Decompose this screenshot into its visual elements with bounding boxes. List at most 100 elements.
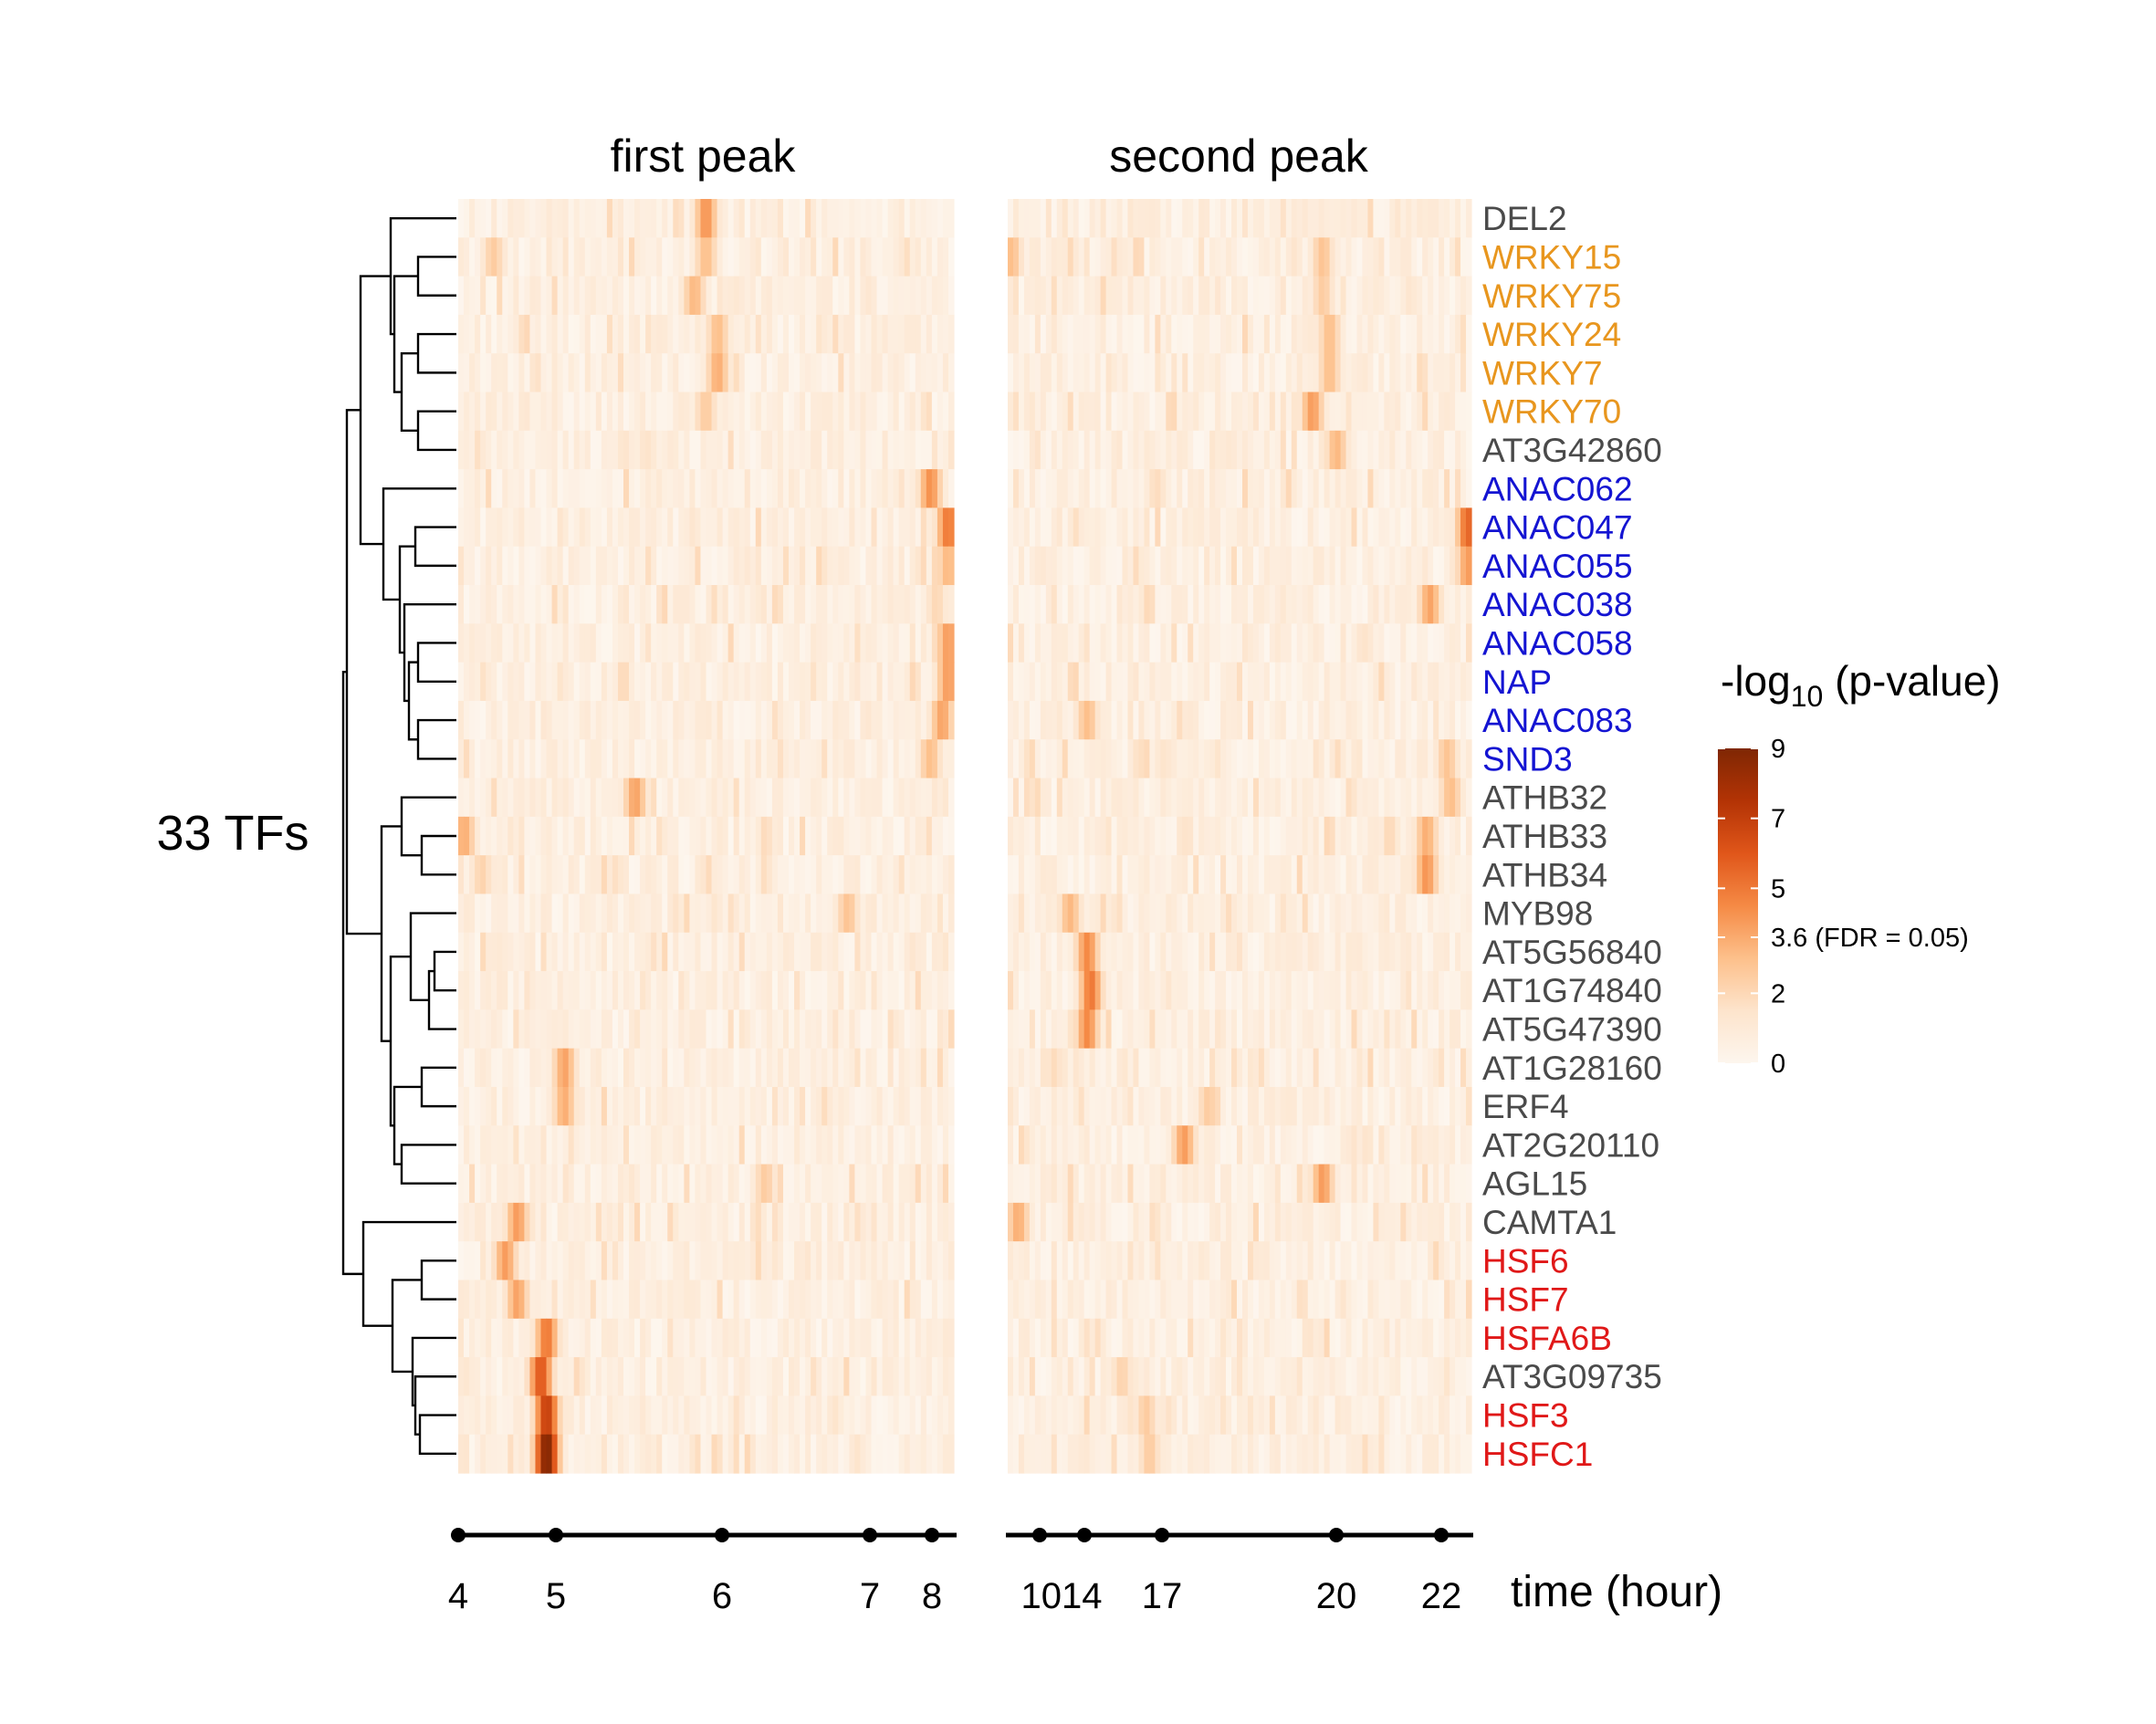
heatmap-cell (1018, 546, 1025, 586)
heatmap-cell (738, 1202, 746, 1242)
heatmap-cell (744, 1395, 751, 1436)
heatmap-cell (1384, 507, 1390, 548)
heatmap-cell (893, 1086, 900, 1126)
heatmap-cell (1367, 893, 1375, 934)
heatmap-cell (1171, 1048, 1177, 1088)
heatmap-cell (1307, 855, 1314, 895)
heatmap-cell (744, 1086, 751, 1126)
heatmap-cell (540, 700, 548, 740)
heatmap-cell (1062, 507, 1069, 548)
heatmap-cell (860, 1395, 867, 1436)
heatmap-cell (612, 1048, 619, 1088)
heatmap-cell (727, 893, 735, 934)
heatmap-cell (1241, 237, 1249, 277)
heatmap-cell (1144, 1009, 1150, 1050)
heatmap-cell (1056, 276, 1063, 316)
heatmap-cell (1367, 1009, 1375, 1050)
heatmap-cell (1351, 739, 1358, 779)
heatmap-cell (678, 1280, 685, 1320)
heatmap-cell (1411, 430, 1418, 470)
heatmap-cell (1144, 1048, 1150, 1088)
heatmap-cell (1313, 585, 1320, 624)
heatmap-cell (1083, 855, 1091, 895)
heatmap-cell (1204, 816, 1210, 856)
heatmap-cell (827, 1241, 833, 1281)
heatmap-cell (1422, 623, 1429, 663)
heatmap-cell (557, 662, 564, 702)
heatmap-cell (898, 199, 905, 238)
heatmap-cell (590, 1125, 597, 1165)
heatmap-cell (640, 314, 646, 354)
heatmap-cell (722, 1125, 729, 1165)
heatmap-cell (926, 314, 933, 354)
heatmap-cell (1012, 778, 1020, 818)
heatmap-cell (695, 1241, 702, 1281)
heatmap-cell (497, 623, 503, 663)
heatmap-cell (562, 739, 570, 779)
heatmap-cell (711, 1395, 718, 1436)
heatmap-cell (722, 662, 729, 702)
heatmap-cell (1149, 469, 1156, 509)
heatmap-cell (854, 778, 862, 818)
heatmap-cell (860, 585, 867, 624)
heatmap-cell (524, 816, 531, 856)
heatmap-cell (678, 739, 685, 779)
heatmap-cell (926, 1202, 933, 1242)
heatmap-cell (1105, 585, 1113, 624)
heatmap-cell (1051, 1009, 1058, 1050)
heatmap-cell (1384, 623, 1390, 663)
heatmap-cell (1450, 739, 1456, 779)
heatmap-cell (805, 585, 811, 624)
heatmap-cell (1460, 392, 1467, 432)
heatmap-cell (1455, 314, 1461, 354)
heatmap-cell (893, 778, 900, 818)
heatmap-cell (738, 314, 746, 354)
heatmap-cell (1466, 237, 1472, 277)
heatmap-cell (629, 971, 635, 1010)
heatmap-cell (579, 623, 586, 663)
heatmap-cell (673, 855, 679, 895)
heatmap-cell (1302, 623, 1309, 663)
heatmap-cell (546, 700, 553, 740)
heatmap-cell (1012, 199, 1020, 238)
heatmap-cell (771, 1086, 779, 1126)
heatmap-cell (782, 199, 790, 238)
heatmap-cell (800, 507, 806, 548)
heatmap-cell (1444, 237, 1450, 277)
heatmap-cell (562, 392, 570, 432)
heatmap-cell (612, 662, 619, 702)
heatmap-cell (822, 1086, 828, 1126)
heatmap-cell (464, 430, 470, 470)
heatmap-cell (1160, 816, 1167, 856)
heatmap-cell (1215, 546, 1221, 586)
heatmap-cell (1302, 546, 1309, 586)
heatmap-cell (568, 1125, 575, 1165)
heatmap-cell (1171, 392, 1177, 432)
heatmap-cell (508, 237, 514, 277)
heatmap-cell (915, 392, 922, 432)
heatmap-cell (942, 816, 949, 856)
heatmap-cell (1116, 1086, 1124, 1126)
heatmap-cell (860, 199, 867, 238)
heatmap-cell (871, 1434, 878, 1474)
heatmap-cell (794, 1318, 801, 1358)
heatmap-cell (695, 1125, 702, 1165)
heatmap-cell (579, 932, 586, 972)
heatmap-cell (601, 199, 608, 238)
heatmap-cell (1105, 199, 1113, 238)
heatmap-cell (486, 700, 492, 740)
heatmap-cell (1215, 778, 1221, 818)
heatmap-cell (800, 392, 806, 432)
heatmap-cell (920, 469, 927, 509)
heatmap-cell (782, 1395, 790, 1436)
heatmap-cell (540, 855, 548, 895)
heatmap-cell (816, 623, 822, 663)
heatmap-cell (738, 507, 746, 548)
heatmap-cell (1111, 353, 1118, 393)
heatmap-cell (904, 1164, 911, 1204)
heatmap-cell (1231, 816, 1238, 856)
heatmap-cell (843, 276, 850, 316)
heatmap-cell (893, 1202, 900, 1242)
heatmap-cell (1018, 585, 1025, 624)
heatmap-cell (1220, 816, 1227, 856)
